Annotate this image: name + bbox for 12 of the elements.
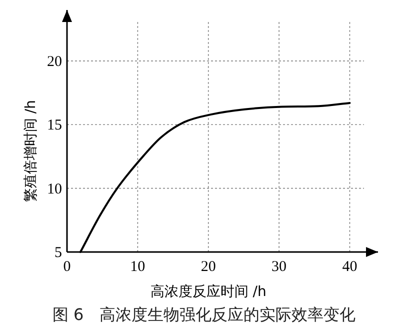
x-tick-label: 40 xyxy=(342,259,358,275)
y-tick-label: 5 xyxy=(54,245,62,261)
y-axis-title: 繁殖倍增时间 /h xyxy=(23,100,39,202)
caption: 图 6 高浓度生物强化反应的实际效率变化 xyxy=(52,305,356,324)
x-tick-label: 20 xyxy=(200,259,216,275)
x-tick-label: 30 xyxy=(272,259,287,275)
x-tick-label: 10 xyxy=(130,259,146,275)
y-tick-label: 10 xyxy=(47,181,62,198)
x-axis-title: 高浓度反应时间 /h xyxy=(150,284,266,300)
x-tick-label: 0 xyxy=(63,259,71,275)
y-tick-label: 20 xyxy=(47,54,62,70)
y-tick-label: 15 xyxy=(47,118,62,134)
